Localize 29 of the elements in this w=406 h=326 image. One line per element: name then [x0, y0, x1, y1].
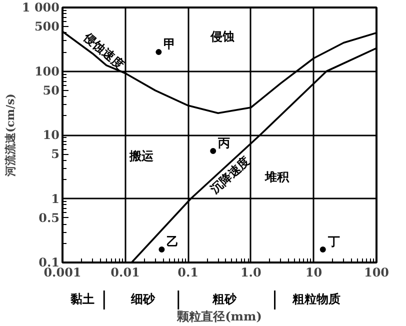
annotation: 侵蚀: [209, 30, 234, 44]
text: 沉降速度: [206, 154, 253, 198]
x-tick-label: 1.0: [240, 266, 262, 280]
legend-label: 侵蚀速度: [80, 30, 127, 72]
text: 黏土: [70, 292, 95, 306]
y-tick-label: 1 000: [22, 0, 60, 14]
y-tick-label: 5: [51, 147, 60, 162]
x-tick-label: 0.001: [44, 266, 82, 280]
annotation: 堆积: [264, 170, 290, 184]
x-tick-label: 0.01: [110, 266, 140, 280]
series-label: 丙: [217, 136, 230, 150]
y-tick-label: 50: [42, 83, 60, 98]
x-tick-label: 0.1: [178, 266, 199, 280]
x-tick-label: 100: [364, 266, 390, 280]
series-label: 乙: [166, 234, 179, 248]
text: 细砂: [130, 292, 156, 306]
text: 粗砂: [212, 292, 238, 306]
y-tick-label: 0.5: [38, 210, 60, 225]
x-tick-label: 10: [305, 266, 322, 280]
series-label: 丁: [326, 234, 340, 248]
y-tick-label: 1: [51, 192, 60, 206]
y-tick-label: 500: [34, 20, 60, 34]
series-label: 甲: [164, 37, 176, 52]
y-axis-title: 河流流速(cm/s): [4, 94, 17, 178]
text: 粗粒物质: [291, 292, 340, 306]
x-axis-title: 颗粒直径(mm): [176, 310, 262, 324]
y-tick-label: 10: [42, 128, 60, 142]
y-tick-label: 100: [34, 64, 60, 78]
annotation: 搬运: [128, 148, 154, 163]
